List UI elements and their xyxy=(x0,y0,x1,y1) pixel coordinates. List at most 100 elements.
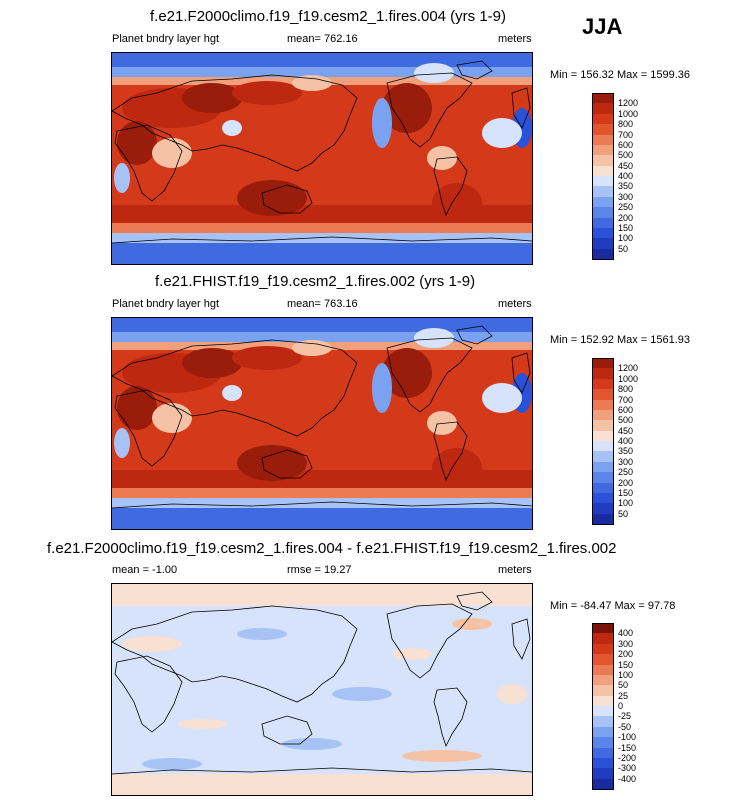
colorbar-swatch xyxy=(592,124,614,135)
panel-3-title: f.e21.F2000climo.f19_f19.cesm2_1.fires.0… xyxy=(47,540,617,557)
colorbar-tick-label: 0 xyxy=(618,701,624,711)
colorbar-tick-label: -100 xyxy=(618,732,637,743)
colorbar-swatch xyxy=(592,207,614,218)
colorbar-swatch xyxy=(592,399,614,410)
colorbar-swatch xyxy=(592,747,614,758)
colorbar-swatch xyxy=(592,165,614,176)
colorbar-swatch xyxy=(592,472,614,483)
colorbar-swatch xyxy=(592,674,614,686)
colorbar-tick-label: 300 xyxy=(618,191,634,202)
colorbar-swatch xyxy=(592,706,614,717)
colorbar-tick-label: -150 xyxy=(618,742,637,753)
colorbar-tick-label: 1200 xyxy=(618,98,639,109)
panel-1-units: meters xyxy=(498,33,532,45)
colorbar-swatch xyxy=(592,778,614,790)
colorbar-swatch xyxy=(592,737,614,748)
colorbar-swatch xyxy=(592,685,614,696)
colorbar-swatch xyxy=(592,238,614,249)
colorbar-tick-label: 600 xyxy=(618,139,634,150)
season-label: JJA xyxy=(582,14,623,39)
panel-2-minmax: Min = 152.92 Max = 1561.93 xyxy=(550,334,691,346)
panel-2-title: f.e21.FHIST.f19_f19.cesm2_1.fires.002 (y… xyxy=(155,273,476,290)
colorbar-tick-label: 1000 xyxy=(618,373,639,384)
colorbar-tick-label: 250 xyxy=(618,467,634,478)
colorbar-swatch xyxy=(592,134,614,145)
colorbar-tick-label: 200 xyxy=(618,212,634,223)
colorbar-swatch xyxy=(592,482,614,493)
colorbar-swatch xyxy=(592,623,614,635)
colorbar-tick-label: 25 xyxy=(618,690,629,701)
colorbar-tick-label: 100 xyxy=(618,233,634,244)
colorbar-swatch xyxy=(592,492,614,504)
colorbar-tick-label: -400 xyxy=(618,773,637,784)
colorbar-swatch xyxy=(592,664,614,675)
colorbar-tick-label: 150 xyxy=(618,222,634,233)
panel-2-units: meters xyxy=(498,298,532,310)
colorbar-tick-label: 800 xyxy=(618,119,634,130)
colorbar-swatch xyxy=(592,633,614,644)
colorbar-tick-label: 350 xyxy=(618,181,634,192)
panel-3-units: meters xyxy=(498,564,532,576)
colorbar-tick-label: 100 xyxy=(618,498,634,509)
panel-3-colorbar: 400 300 200 150 100 50 25 0 -25 -50 -100 -150 -200 -3… xyxy=(592,623,636,790)
colorbar-swatch xyxy=(592,378,614,390)
colorbar-tick-label: 400 xyxy=(618,171,634,181)
colorbar-swatch xyxy=(592,368,614,379)
colorbar-tick-label: 700 xyxy=(618,394,634,405)
colorbar-tick-label: 150 xyxy=(618,659,634,670)
colorbar-swatch xyxy=(592,441,614,452)
colorbar-tick-label: 300 xyxy=(618,456,634,467)
colorbar-tick-label: 700 xyxy=(618,129,634,140)
colorbar-swatch xyxy=(592,93,614,105)
panel-1-coastlines xyxy=(112,60,532,244)
colorbar-swatch xyxy=(592,103,614,114)
panel-2-colorbar: 1200 1000 800 700 600 500 450 400 350 300 250 200 15… xyxy=(592,358,638,525)
colorbar-swatch xyxy=(592,358,614,370)
colorbar-tick-label: 800 xyxy=(618,384,634,395)
panel-1-map-svg xyxy=(112,53,532,264)
colorbar-tick-label: 350 xyxy=(618,446,634,457)
colorbar-swatch xyxy=(592,716,614,727)
colorbar-swatch xyxy=(592,451,614,462)
colorbar-swatch xyxy=(592,757,614,769)
panel-2-field xyxy=(112,318,532,529)
colorbar-swatch xyxy=(592,503,614,514)
panel-1-variable: Planet bndry layer hgt xyxy=(112,33,220,45)
colorbar-tick-label: -25 xyxy=(618,711,632,722)
colorbar-tick-label: 1200 xyxy=(618,363,639,374)
colorbar-swatch xyxy=(592,409,614,421)
panel-1-minmax: Min = 156.32 Max = 1599.36 xyxy=(550,69,691,81)
colorbar-tick-label: 450 xyxy=(618,160,634,171)
panel-1-map xyxy=(111,52,533,265)
colorbar-tick-label: 400 xyxy=(618,436,634,446)
colorbar-tick-label: -50 xyxy=(618,721,632,732)
colorbar-tick-label: 300 xyxy=(618,638,634,649)
colorbar-swatch xyxy=(592,144,614,156)
panel-3-coastlines xyxy=(112,591,532,775)
panel-3-map xyxy=(111,583,533,796)
colorbar-tick-label: 500 xyxy=(618,150,634,161)
panel-3-rmse: rmse = 19.27 xyxy=(287,564,352,576)
colorbar-swatch xyxy=(592,654,614,665)
colorbar-tick-label: 150 xyxy=(618,487,634,498)
colorbar-swatch xyxy=(592,420,614,431)
colorbar-swatch xyxy=(592,155,614,166)
panel-2-mean: mean= 763.16 xyxy=(287,298,358,310)
colorbar-swatch xyxy=(592,430,614,441)
colorbar-tick-label: 200 xyxy=(618,649,634,660)
panel-1-title: f.e21.F2000climo.f19_f19.cesm2_1.fires.0… xyxy=(150,8,507,25)
colorbar-swatch xyxy=(592,227,614,239)
colorbar-tick-label: 200 xyxy=(618,477,634,488)
colorbar-swatch xyxy=(592,176,614,187)
panel-2-variable: Planet bndry layer hgt xyxy=(112,298,220,310)
panel-3-map-svg xyxy=(112,584,532,795)
colorbar-tick-label: 500 xyxy=(618,415,634,426)
panel-1-field xyxy=(112,53,532,264)
colorbar-swatch xyxy=(592,196,614,208)
colorbar-swatch xyxy=(592,248,614,260)
colorbar-tick-label: -200 xyxy=(618,752,637,763)
colorbar-tick-label: 450 xyxy=(618,425,634,436)
colorbar-swatch xyxy=(592,695,614,706)
panel-2-map-svg xyxy=(112,318,532,529)
panel-1-colorbar: 1200 1000 800 700 600 500 450 400 350 300 250 200 15… xyxy=(592,93,638,260)
